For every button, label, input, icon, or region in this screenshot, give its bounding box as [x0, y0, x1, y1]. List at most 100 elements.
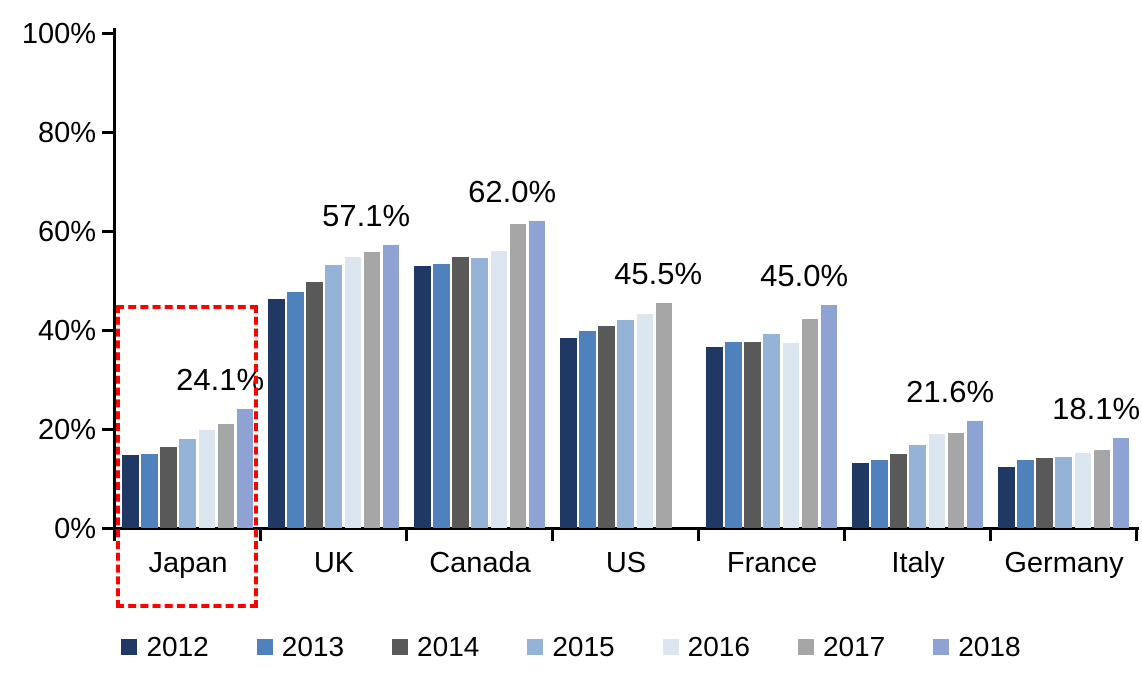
x-axis-tick [1135, 527, 1138, 541]
bar-canada-2013 [433, 264, 450, 528]
legend-label: 2013 [281, 631, 345, 662]
legend-label: 2012 [146, 631, 209, 662]
bar-italy-2015 [909, 445, 927, 528]
legend-item-2017: 2017 [797, 631, 886, 662]
data-label-japan: 24.1% [176, 361, 265, 397]
category-label-uk: UK [313, 547, 355, 579]
bar-japan-2012 [122, 454, 139, 528]
y-tick-label-60: 60% [37, 216, 96, 248]
bar-france-2017 [801, 318, 819, 528]
bar-us-2015 [617, 320, 635, 528]
legend-item-2014: 2014 [392, 632, 479, 662]
x-axis-tick [843, 527, 846, 541]
legend-marker-icon [797, 639, 814, 655]
bar-italy-2016 [928, 433, 946, 528]
legend-item-2012: 2012 [121, 631, 209, 662]
legend-marker-icon [392, 639, 409, 655]
bar-uk-2012 [268, 298, 285, 528]
data-label-uk: 57.1% [322, 198, 411, 234]
legend-item-2013: 2013 [256, 631, 345, 662]
legend-marker-icon [527, 639, 544, 655]
legend-marker-icon [662, 639, 679, 655]
category-label-canada: Canada [429, 547, 531, 579]
bar-france-2015 [763, 333, 781, 528]
bar-france-2013 [725, 341, 742, 528]
bar-france-2016 [782, 343, 800, 528]
bar-italy-2017 [947, 432, 965, 528]
data-label-us: 45.5% [614, 255, 703, 291]
bar-germany-2017 [1093, 450, 1111, 528]
y-tick-label-80: 80% [37, 117, 96, 149]
bar-japan-2017 [217, 424, 235, 528]
x-axis-tick [697, 527, 700, 541]
legend-marker-icon [256, 639, 273, 655]
legend-item-2016: 2016 [662, 631, 750, 662]
legend-item-2015: 2015 [527, 631, 615, 662]
bar-uk-2013 [287, 291, 304, 528]
data-label-italy: 21.6% [906, 374, 995, 410]
y-axis-line [113, 28, 116, 531]
bar-germany-2014 [1036, 458, 1053, 528]
bar-france-2018 [820, 305, 838, 528]
bar-canada-2017 [509, 223, 527, 528]
bar-us-2012 [560, 338, 577, 528]
bar-italy-2018 [966, 421, 984, 528]
legend-marker-icon [121, 639, 138, 655]
data-label-france: 45.0% [760, 258, 849, 294]
bar-italy-2012 [852, 462, 869, 528]
x-axis-tick [551, 527, 554, 541]
bar-us-2014 [598, 326, 615, 528]
y-axis-tick [102, 131, 116, 134]
japan-highlight-box [116, 305, 258, 608]
bar-japan-2013 [141, 453, 158, 528]
bar-canada-2012 [414, 265, 431, 528]
bar-japan-2018 [236, 408, 254, 528]
data-label-canada: 62.0% [468, 174, 557, 210]
bar-france-2012 [706, 347, 723, 528]
bar-germany-2018 [1112, 438, 1130, 528]
category-label-germany: Germany [1004, 547, 1124, 579]
category-label-france: France [726, 547, 818, 579]
bar-uk-2015 [325, 264, 343, 528]
x-axis-line [113, 527, 1139, 530]
x-axis-tick [405, 527, 408, 541]
x-axis-tick [113, 527, 116, 541]
y-tick-label-100: 100% [21, 18, 96, 50]
legend-label: 2015 [552, 631, 615, 662]
bar-japan-2016 [198, 429, 216, 528]
bar-canada-2016 [490, 250, 508, 528]
bar-germany-2012 [998, 466, 1015, 528]
y-axis-tick [102, 329, 116, 332]
bar-uk-2017 [363, 252, 381, 528]
category-label-japan: Japan [148, 547, 228, 579]
y-tick-label-40: 40% [37, 315, 96, 347]
bar-canada-2014 [452, 256, 469, 528]
bar-canada-2018 [528, 221, 546, 528]
legend-label: 2018 [958, 631, 1021, 662]
bar-canada-2015 [471, 258, 489, 528]
legend-marker-icon [933, 639, 950, 655]
legend-label: 2017 [822, 631, 886, 662]
bar-germany-2013 [1017, 460, 1034, 528]
bar-germany-2016 [1074, 452, 1092, 528]
bar-uk-2016 [344, 257, 362, 528]
bar-uk-2018 [382, 245, 400, 528]
legend: 2012 2013 2014 2015 2016 2017 2018 [0, 632, 1142, 662]
legend-label: 2016 [687, 631, 750, 662]
bar-italy-2013 [871, 459, 888, 528]
bar-france-2014 [744, 342, 761, 528]
bar-us-2017 [655, 302, 673, 528]
category-label-italy: Italy [891, 547, 945, 579]
y-axis-tick [102, 428, 116, 431]
y-axis-tick [102, 32, 116, 35]
bar-japan-2014 [160, 446, 177, 528]
legend-item-2018: 2018 [933, 631, 1021, 662]
bar-italy-2014 [890, 453, 907, 528]
y-tick-label-20: 20% [37, 414, 96, 446]
bar-germany-2015 [1055, 456, 1073, 528]
y-axis-tick [102, 527, 116, 530]
data-label-germany: 18.1% [1052, 391, 1141, 427]
category-label-us: US [605, 547, 647, 579]
bar-japan-2015 [179, 438, 197, 528]
bar-uk-2014 [306, 281, 323, 528]
